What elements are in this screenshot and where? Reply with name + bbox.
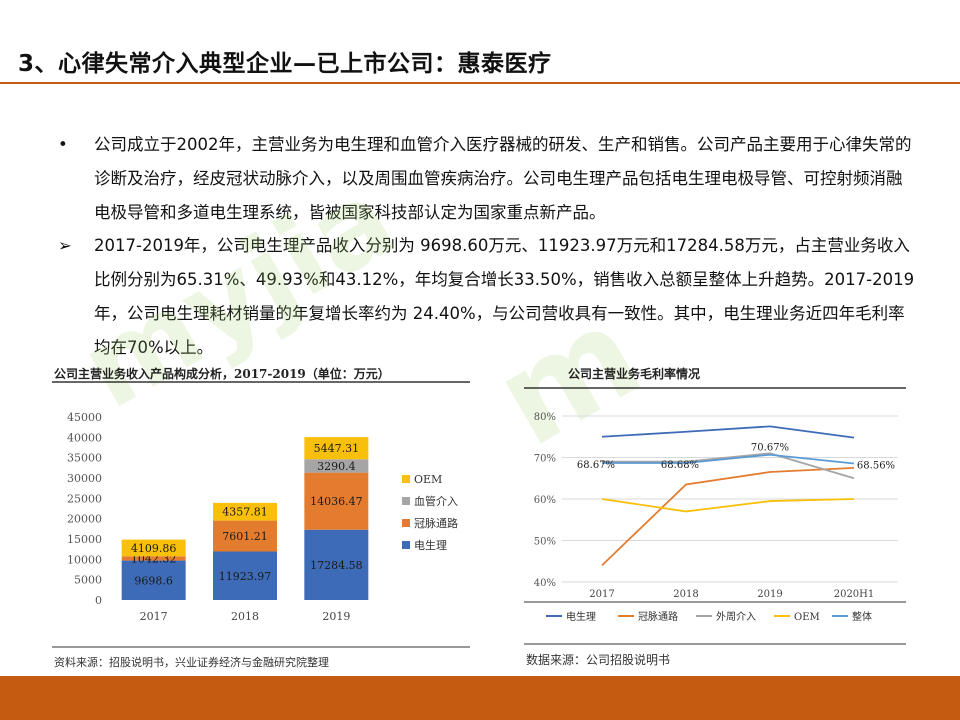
bar-segment (304, 437, 369, 460)
legend-label: 血管介入 (414, 494, 458, 508)
data-label: 68.56% (857, 460, 895, 471)
legend-label: 外周介入 (716, 611, 756, 623)
bullet-dot: • (58, 135, 68, 154)
bar-segment (213, 520, 277, 552)
bar-segment (121, 539, 186, 557)
data-label: 14036.47 (310, 495, 363, 508)
source-note: 数据来源：公司招股说明书 (526, 652, 670, 667)
footer-bar (0, 676, 960, 720)
y-tick-label: 70% (534, 454, 556, 465)
revenue-stacked-bar-chart: 公司主营业务收入产品构成分析，2017-2019（单位：万元） 0 5000 1000… (52, 366, 470, 669)
series-line (602, 452, 855, 480)
x-tick-label: 2019 (757, 589, 782, 600)
chart-title: 公司主营业务收入产品构成分析，2017-2019（单位：万元） (54, 366, 390, 381)
bullet-arrow: ➢ (58, 236, 72, 255)
y-tick-label: 10000 (67, 553, 102, 566)
legend-label: OEM (794, 612, 820, 623)
x-tick-label: 2020H1 (834, 589, 875, 600)
data-label: 4109.86 (131, 542, 177, 555)
source-note: 资料来源：招股说明书，兴业证券经济与金融研究院整理 (54, 655, 329, 669)
series-line (601, 498, 855, 513)
data-label: 17284.58 (310, 559, 363, 572)
legend-label: 冠脉通路 (638, 610, 678, 623)
paragraph-revenue: ➢ 2017-2019年，公司电生理产品收入分别为 9698.60万元、1192… (58, 229, 918, 365)
gross-margin-line-chart: 公司主营业务毛利率情况 40% 50% 60% 70% 80% 2017 2018 2019 20… (524, 366, 906, 667)
data-label: 9698.6 (134, 574, 173, 587)
y-tick-label: 45000 (67, 411, 102, 424)
bar-segment (304, 472, 369, 530)
legend-swatch (402, 475, 410, 483)
y-tick-label: 25000 (67, 492, 102, 505)
legend-label: 电生理 (414, 538, 447, 552)
y-tick-label: 40% (534, 578, 556, 589)
data-label: 68.68% (661, 460, 699, 471)
y-tick-label: 15000 (67, 533, 102, 546)
data-label: 68.67% (577, 460, 615, 471)
y-tick-label: 0 (95, 594, 102, 607)
x-tick-label: 2018 (673, 589, 698, 600)
y-tick-label: 60% (534, 495, 556, 506)
series-line (601, 425, 855, 439)
y-tick-label: 35000 (67, 452, 102, 465)
bar-segment (213, 502, 277, 521)
bar-segment (121, 556, 186, 561)
x-tick-label: 2017 (589, 589, 614, 600)
data-label: 11923.97 (219, 570, 272, 583)
legend-swatch (402, 541, 410, 549)
data-label: 70.67% (751, 443, 789, 454)
legend-label: 电生理 (566, 610, 596, 623)
page-title: 3、心律失常介入典型企业—已上市公司：惠泰医疗 (18, 51, 552, 77)
series-line (601, 453, 855, 465)
data-label: 3290.4 (317, 460, 356, 473)
legend-label: 整体 (852, 610, 872, 623)
chart-title: 公司主营业务毛利率情况 (568, 366, 700, 381)
x-tick-label: 2017 (140, 610, 168, 623)
y-tick-label: 50% (534, 537, 556, 548)
data-label: 4357.81 (222, 506, 268, 519)
data-label: 5447.31 (314, 442, 360, 455)
title-divider (0, 82, 960, 84)
y-tick-label: 20000 (67, 513, 102, 526)
paragraph-company-intro: • 公司成立于2002年，主营业务为电生理和血管介入医疗器械的研发、生产和销售。… (58, 128, 918, 230)
bar-segment (304, 529, 369, 600)
series-line (601, 466, 855, 567)
bar-segment (121, 560, 186, 600)
legend-swatch (402, 519, 410, 527)
legend-swatch (402, 497, 410, 505)
x-tick-label: 2018 (231, 610, 259, 623)
y-tick-label: 30000 (67, 472, 102, 485)
paragraph-text: 公司成立于2002年，主营业务为电生理和血管介入医疗器械的研发、生产和销售。公司… (94, 135, 912, 222)
y-tick-label: 40000 (67, 431, 102, 444)
bar-segment (304, 459, 369, 473)
x-tick-label: 2019 (322, 610, 350, 623)
paragraph-text: 2017-2019年，公司电生理产品收入分别为 9698.60万元、11923.… (94, 236, 915, 357)
y-tick-label: 80% (534, 412, 556, 423)
legend-label: 冠脉通路 (414, 516, 458, 530)
y-tick-label: 5000 (74, 574, 102, 587)
legend-label: OEM (414, 473, 442, 486)
bar-segment (213, 551, 277, 600)
data-label: 7601.21 (222, 530, 268, 543)
